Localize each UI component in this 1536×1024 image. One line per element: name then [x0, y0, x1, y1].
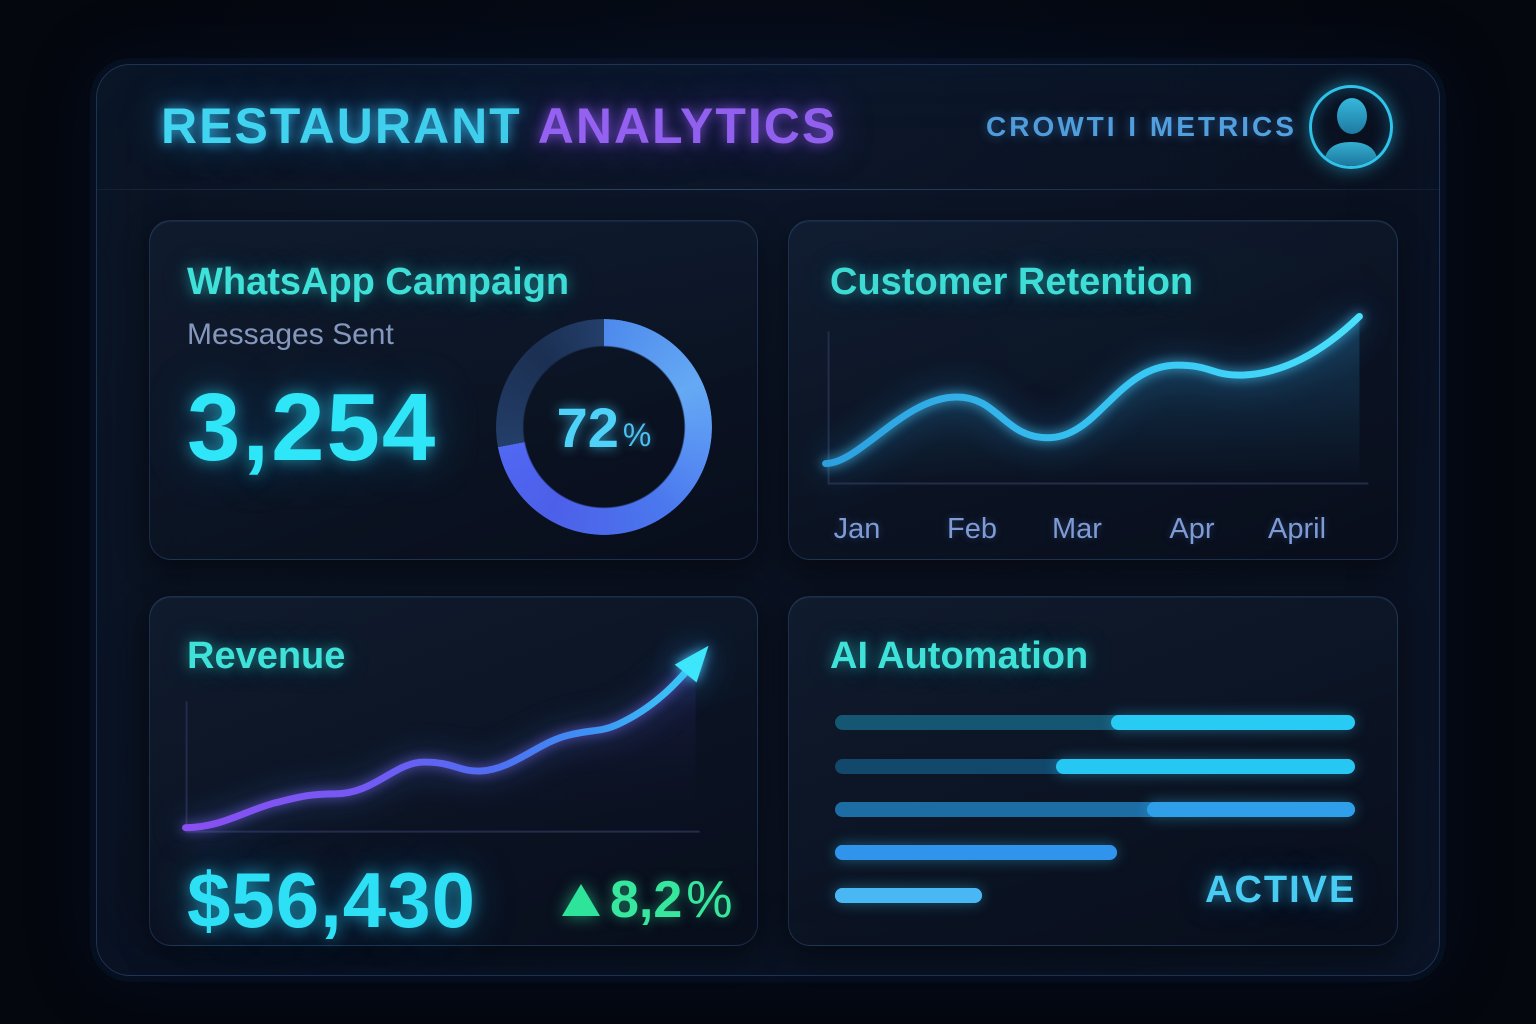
header-divider [97, 189, 1439, 190]
retention-line [822, 312, 1363, 468]
retention-line-chart [822, 312, 1369, 485]
automation-bar-3 [835, 802, 1355, 817]
donut-percent-number: 72 [556, 395, 619, 459]
revenue-area-glow [185, 660, 696, 832]
revenue-delta-unit: % [686, 871, 733, 929]
revenue-line [182, 657, 700, 832]
page-title-secondary: ANALYTICS [537, 98, 838, 154]
user-avatar-icon[interactable] [1309, 85, 1393, 169]
automation-bar-1-fill [1110, 715, 1355, 730]
automation-bar-2-fill [1056, 759, 1355, 774]
growth-metrics-label: CROWTI I METRICS [986, 111, 1297, 142]
dashboard-panel: RESTAURANT ANALYTICS CROWTI I METRICS Wha… [96, 64, 1440, 976]
automation-bar-1 [835, 715, 1355, 730]
donut-percent-label: 72 % [496, 319, 712, 535]
automation-bar-5 [835, 888, 983, 903]
status-badge-active: ACTIVE [1205, 869, 1357, 911]
triangle-up-icon [562, 884, 600, 916]
tick-label-apr: Apr [1169, 513, 1215, 545]
customer-retention-card: Customer Retention Jan Feb Mar Apr April [788, 220, 1398, 560]
revenue-line-chart [182, 645, 709, 833]
revenue-value: $56,430 [187, 856, 476, 944]
card-title-automation: AI Automation [830, 635, 1089, 677]
automation-bar-2 [835, 759, 1355, 774]
tick-label-mar: Mar [1052, 513, 1102, 545]
revenue-card: Revenue $56,430 [149, 596, 758, 946]
tick-label-april: April [1267, 513, 1327, 545]
messages-sent-value: 3,254 [187, 374, 438, 481]
card-title-whatsapp: WhatsApp Campaign [187, 261, 570, 303]
card-title-retention: Customer Retention [830, 261, 1194, 303]
donut-percent-unit: % [622, 416, 652, 453]
donut-chart [496, 319, 712, 535]
automation-bar-5-fill [835, 888, 983, 903]
page-title: RESTAURANT ANALYTICS [161, 97, 837, 155]
automation-bar-4-fill [835, 845, 1117, 860]
messages-sent-label: Messages Sent [187, 318, 394, 351]
card-title-revenue: Revenue [187, 635, 346, 677]
whatsapp-campaign-card: WhatsApp Campaign Messages Sent 3,254 72… [149, 220, 758, 560]
retention-area-glow [825, 316, 1360, 484]
tick-label-feb: Feb [947, 513, 997, 545]
page-title-primary: RESTAURANT [161, 98, 522, 154]
trend-arrow-icon [674, 645, 709, 683]
revenue-delta-number: 8,2 [610, 871, 683, 929]
automation-bar-3-fill [1147, 802, 1355, 817]
automation-bar-4 [835, 845, 1117, 860]
user-silhouette-icon [1324, 98, 1378, 166]
ai-automation-card: AI Automation ACTIVE [788, 596, 1398, 946]
revenue-delta: 8,2% [610, 870, 733, 930]
tick-label-jan: Jan [833, 513, 881, 545]
